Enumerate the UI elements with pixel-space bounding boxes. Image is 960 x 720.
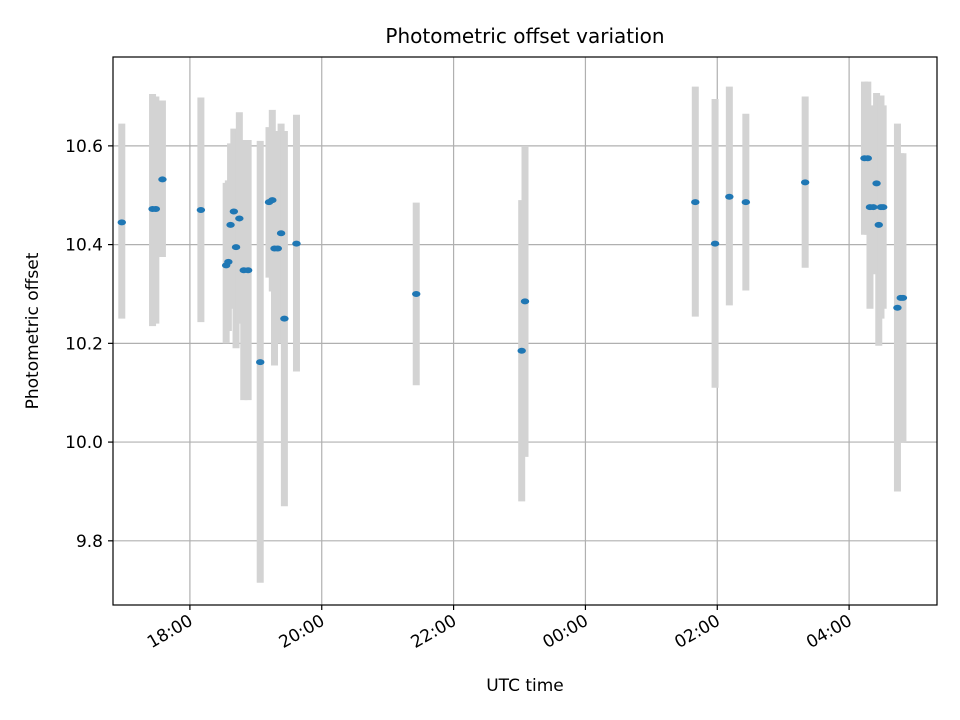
y-tick-label: 10.4 <box>65 236 103 256</box>
data-point <box>741 199 751 206</box>
data-point <box>893 304 902 311</box>
data-point <box>235 215 244 222</box>
plot-frame <box>112 56 938 606</box>
y-axis-label: Photometric offset <box>23 252 43 409</box>
data-point <box>273 245 282 252</box>
y-tick-label: 10.6 <box>65 137 103 157</box>
x-axis-label: UTC time <box>486 676 564 696</box>
data-point <box>117 219 126 226</box>
data-point <box>292 240 301 247</box>
data-point <box>874 221 883 228</box>
data-point <box>710 240 720 247</box>
data-point <box>224 258 233 265</box>
data-point <box>151 206 161 213</box>
data-point <box>517 347 526 354</box>
data-point <box>196 207 206 214</box>
y-tick-label: 10.0 <box>65 433 103 453</box>
y-axis: 9.8 10.0 10.2 10.4 10.6 <box>65 137 113 552</box>
data-point <box>226 221 235 228</box>
data-point <box>520 298 530 305</box>
data-point <box>863 155 872 162</box>
data-point <box>869 204 878 211</box>
chart-title: Photometric offset variation <box>385 24 664 48</box>
y-tick-label: 9.8 <box>76 532 103 552</box>
data-point <box>256 359 265 366</box>
data-point <box>691 199 700 206</box>
data-point <box>158 176 167 183</box>
data-point <box>800 179 810 186</box>
data-point <box>229 208 239 215</box>
data-point <box>268 197 277 204</box>
data-markers <box>117 155 908 366</box>
data-point <box>898 294 908 301</box>
data-point <box>243 267 253 274</box>
data-point <box>276 230 286 237</box>
data-point <box>725 193 734 200</box>
data-point <box>872 180 881 187</box>
data-point <box>412 290 421 297</box>
data-point <box>231 244 241 251</box>
data-point <box>878 204 888 211</box>
data-point <box>280 315 289 322</box>
y-tick-label: 10.2 <box>65 334 103 354</box>
